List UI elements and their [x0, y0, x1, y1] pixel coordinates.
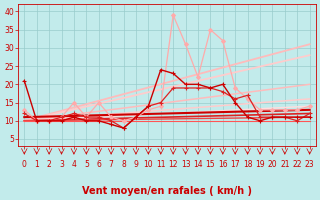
X-axis label: Vent moyen/en rafales ( km/h ): Vent moyen/en rafales ( km/h ): [82, 186, 252, 196]
